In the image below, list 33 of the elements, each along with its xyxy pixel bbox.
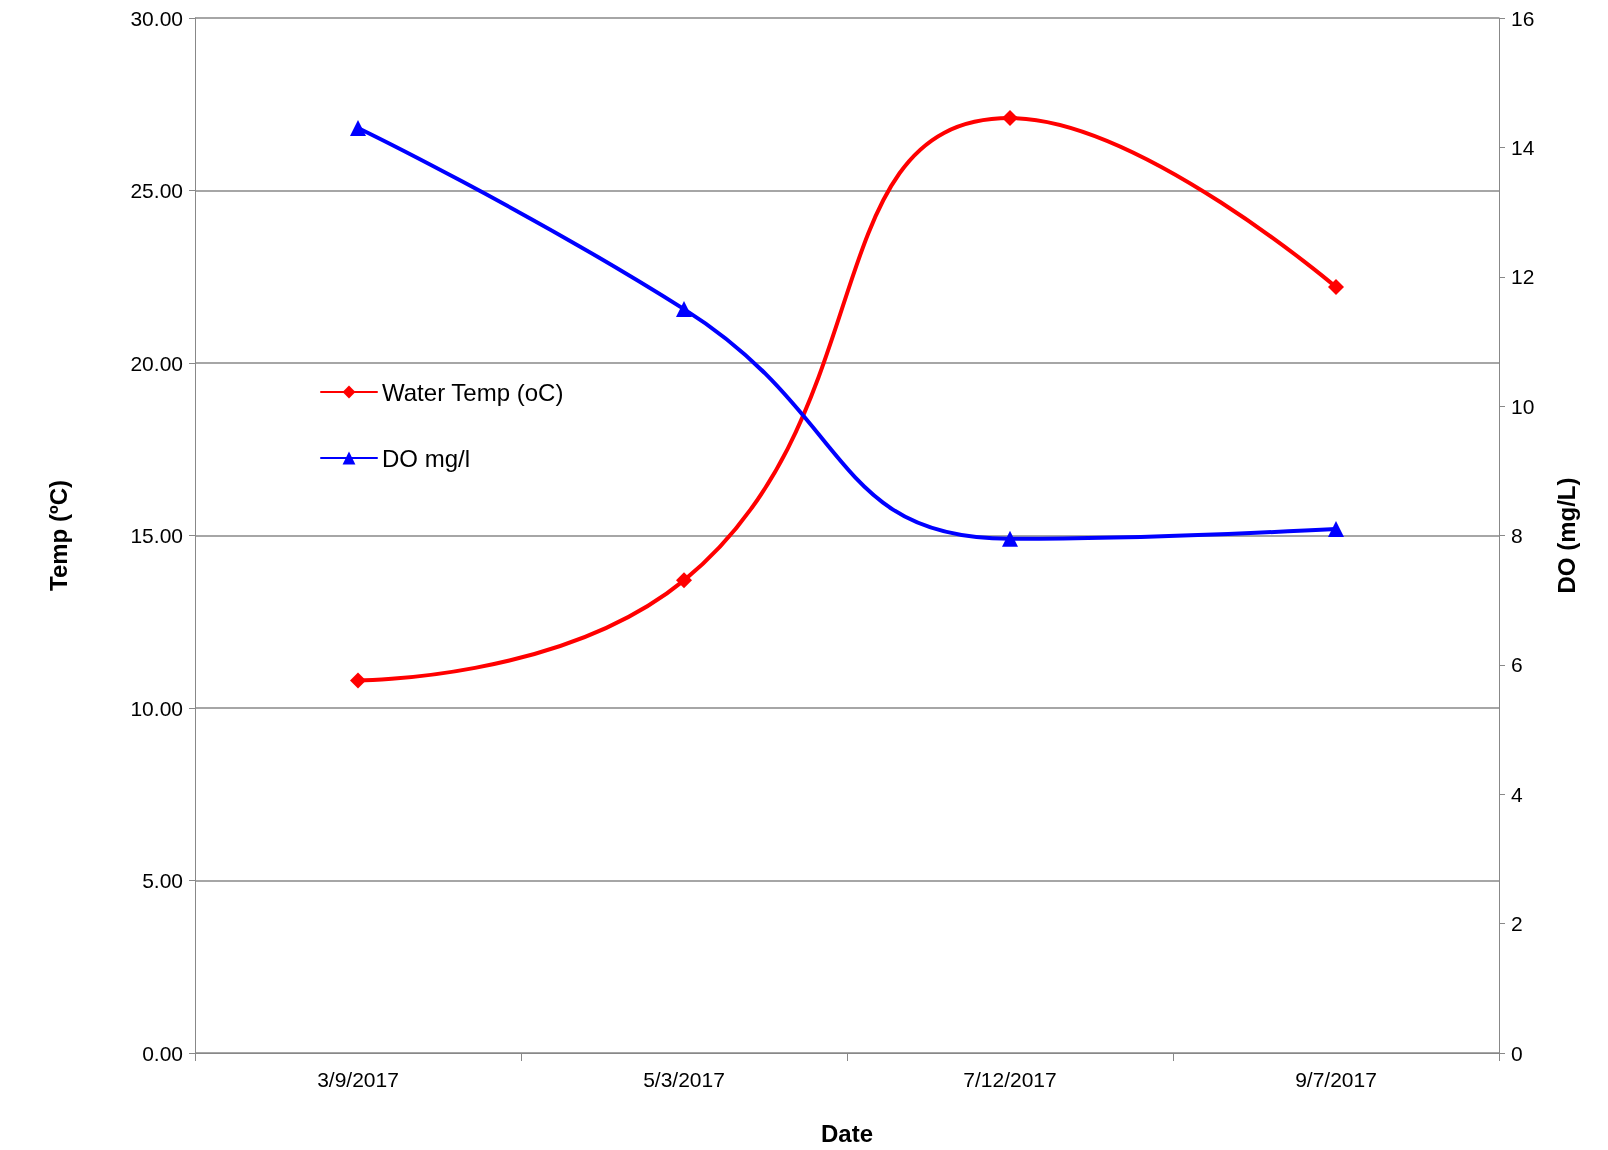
y-tick-label: 5.00 xyxy=(142,869,183,892)
point xyxy=(350,119,366,136)
y-tick-label: 25.00 xyxy=(130,179,183,202)
x-axis-title: Date xyxy=(820,1119,874,1147)
point xyxy=(350,672,366,689)
y2-tick-label: 10 xyxy=(1511,394,1535,418)
y2-axis-title: DO (mg/L) xyxy=(1552,477,1580,594)
y-axis-title: Temp (ºC) xyxy=(44,480,72,591)
x-tick-label: 3/9/2017 xyxy=(317,1068,399,1091)
legend-label: Water Temp (oC) xyxy=(382,378,564,406)
y2-tick-label: 4 xyxy=(1511,782,1523,806)
legend-label: DO mg/l xyxy=(382,444,471,472)
y-tick-label: 10.00 xyxy=(130,696,183,720)
point xyxy=(1002,110,1018,127)
point xyxy=(1002,530,1018,547)
y2-tick-label: 16 xyxy=(1511,6,1535,30)
x-tick-label: 5/3/2017 xyxy=(643,1068,725,1091)
y-tick-label: 0.00 xyxy=(142,1041,183,1065)
point xyxy=(1328,279,1344,296)
x-tick-label: 9/7/2017 xyxy=(1295,1068,1377,1091)
x-tick-label: 7/12/2017 xyxy=(963,1068,1057,1091)
y-tick-label: 20.00 xyxy=(130,351,183,375)
y2-tick-label: 14 xyxy=(1511,135,1535,159)
y2-tick-label: 12 xyxy=(1511,265,1535,289)
y-tick-label: 15.00 xyxy=(130,524,183,547)
point xyxy=(676,572,692,589)
y2-tick-label: 8 xyxy=(1511,524,1523,547)
y2-tick-label: 2 xyxy=(1511,912,1523,936)
point xyxy=(1328,521,1344,538)
y-tick-label: 30.00 xyxy=(130,6,183,30)
y2-tick-label: 6 xyxy=(1511,653,1523,677)
y2-tick-label: 0 xyxy=(1511,1041,1523,1065)
point xyxy=(676,301,692,318)
